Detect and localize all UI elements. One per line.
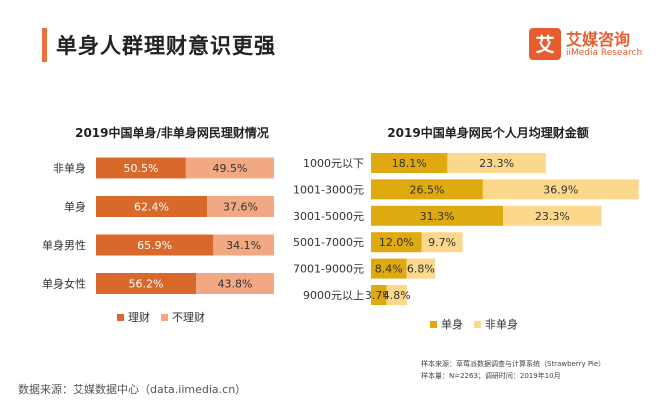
- data-label: 56.2%: [129, 278, 164, 291]
- category-label: 3001-5000元: [293, 210, 364, 223]
- category-label: 非单身: [53, 161, 86, 175]
- bar-segment: [96, 273, 197, 294]
- bar-segment: [371, 205, 504, 226]
- data-label: 23.3%: [479, 157, 514, 170]
- bar-segment: [482, 179, 639, 200]
- bar-segment: [207, 196, 274, 217]
- data-label: 4.8%: [383, 289, 411, 302]
- title-accent-bar: [42, 28, 47, 62]
- bar-segment: [371, 153, 448, 173]
- data-label: 37.6%: [223, 201, 258, 214]
- bar-segment: [185, 157, 274, 179]
- data-label: 9.7%: [428, 236, 456, 249]
- data-label: 18.1%: [392, 157, 427, 170]
- data-label: 49.5%: [212, 162, 247, 175]
- legend-label: 单身: [441, 317, 463, 331]
- data-label: 36.9%: [543, 183, 578, 196]
- left-chart-title: 2019中国单身/非单身网民理财情况: [75, 126, 269, 140]
- bar-segment: [371, 285, 387, 305]
- legend-label: 不理财: [172, 310, 205, 324]
- data-label: 12.0%: [379, 236, 414, 249]
- bar-segment: [406, 258, 436, 279]
- data-label: 3.7%: [365, 289, 393, 302]
- data-label: 31.3%: [420, 210, 455, 223]
- data-label: 23.3%: [535, 210, 570, 223]
- logo-english-name: iiMedia Research: [566, 48, 643, 58]
- page-title: 单身人群理财意识更强: [56, 34, 276, 58]
- data-label: 65.9%: [137, 239, 172, 252]
- bar-segment: [96, 196, 208, 217]
- category-label: 单身: [64, 200, 86, 214]
- bar-segment: [96, 157, 186, 179]
- data-label: 62.4%: [134, 201, 169, 214]
- legend-swatch: [474, 321, 481, 328]
- bar-segment: [447, 153, 546, 173]
- legend-label: 理财: [128, 310, 150, 324]
- svg-text:艾: 艾: [535, 34, 554, 56]
- data-label: 26.5%: [409, 183, 444, 196]
- data-source: 数据来源：艾媒数据中心（data.iimedia.cn）: [18, 383, 247, 396]
- bar-segment: [371, 232, 422, 253]
- bar-segment: [196, 273, 274, 294]
- category-label: 1001-3000元: [293, 183, 364, 196]
- category-label: 单身女性: [42, 277, 86, 291]
- sample-source-note: 样本来源：草莓派数据调查与计算系统（Strawberry Pie）: [421, 360, 606, 368]
- legend-swatch: [117, 314, 124, 321]
- category-label: 5001-7000元: [293, 236, 364, 249]
- bar-segment: [371, 179, 483, 200]
- bar-segment: [213, 234, 274, 256]
- category-label: 单身男性: [42, 238, 86, 252]
- category-label: 9000元以上: [303, 289, 364, 302]
- logo-name: 艾媒咨询: [566, 30, 631, 49]
- data-label: 34.1%: [226, 239, 261, 252]
- legend-label: 非单身: [485, 317, 518, 331]
- data-label: 50.5%: [123, 162, 158, 175]
- right-chart-title: 2019中国单身网民个人月均理财金额: [387, 126, 589, 140]
- sample-size-note: 样本量：N=2263；调研时间：2019年10月: [421, 372, 561, 380]
- bar-segment: [421, 232, 463, 253]
- bar-segment: [386, 285, 407, 305]
- category-label: 7001-9000元: [293, 263, 364, 276]
- data-label: 6.8%: [407, 263, 435, 276]
- bar-segment: [503, 205, 602, 226]
- category-label: 1000元以下: [303, 157, 364, 170]
- legend-swatch: [161, 314, 168, 321]
- bar-segment: [371, 258, 407, 279]
- data-label: 43.8%: [218, 278, 253, 291]
- data-label: 8.4%: [375, 263, 403, 276]
- legend-swatch: [430, 321, 437, 328]
- bar-segment: [96, 234, 214, 256]
- iimedia-logo-icon: 艾: [529, 28, 561, 60]
- iimedia-logo: 艾 艾媒咨询 iiMedia Research: [529, 24, 649, 66]
